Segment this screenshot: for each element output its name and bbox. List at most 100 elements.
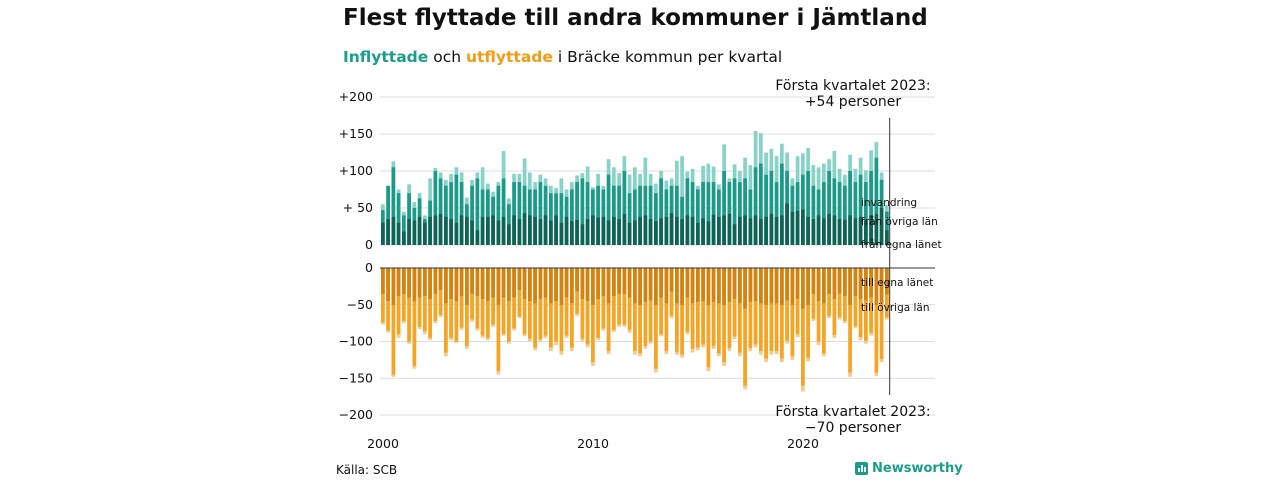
bar-fran-egna-lanet [669, 213, 674, 245]
bar-fran-egna-lanet [732, 224, 737, 245]
bar-till-ovriga-lan [512, 268, 516, 329]
bar-fran-egna-lanet [837, 219, 842, 245]
bar-till-egna-lanet [417, 268, 422, 298]
series-label-in: invandring [861, 197, 917, 209]
bar-till-ovriga-lan [879, 268, 884, 360]
bar-till-egna-lanet [780, 268, 784, 305]
bar-fran-egna-lanet [738, 216, 742, 245]
bar-till-egna-lanet [486, 268, 490, 302]
bar-fran-ovriga-lan [743, 178, 747, 245]
bar-till-ovriga-lan [790, 268, 795, 357]
bar-fran-egna-lanet [795, 210, 800, 245]
bar-till-ovriga-lan [696, 268, 700, 348]
bar-fran-egna-lanet [596, 217, 600, 245]
bar-till-ovriga-lan [675, 268, 679, 352]
bar-fran-egna-lanet [790, 211, 795, 245]
bar-till-egna-lanet [848, 268, 852, 305]
bar-fran-egna-lanet [386, 219, 390, 245]
bar-fran-ovriga-lan [606, 174, 611, 245]
y-tick-label: −100 [339, 334, 373, 349]
bar-fran-egna-lanet [486, 216, 490, 245]
bar-till-egna-lanet [627, 268, 632, 298]
bar-fran-egna-lanet [554, 215, 558, 245]
bar-fran-egna-lanet [774, 216, 779, 245]
bar-fran-ovriga-lan [496, 185, 501, 245]
bar-fran-egna-lanet [528, 215, 532, 245]
bar-fran-egna-lanet [622, 213, 627, 245]
bar-till-egna-lanet [685, 268, 690, 298]
bar-till-egna-lanet [722, 268, 726, 305]
bar-fran-ovriga-lan [780, 163, 784, 245]
bar-till-egna-lanet [543, 268, 548, 298]
bar-fran-egna-lanet [480, 216, 485, 245]
bar-fran-egna-lanet [591, 215, 595, 245]
bar-fran-ovriga-lan [386, 185, 390, 245]
bar-till-egna-lanet [564, 268, 569, 298]
bar-fran-ovriga-lan [701, 182, 705, 245]
bar-fran-egna-lanet [444, 216, 448, 245]
bar-till-egna-lanet [391, 268, 396, 305]
bar-till-ovriga-lan [627, 268, 632, 330]
bar-fran-egna-lanet [412, 220, 417, 245]
bar-till-egna-lanet [669, 268, 674, 292]
bar-till-ovriga-lan [480, 268, 485, 336]
bar-fran-egna-lanet [585, 219, 590, 245]
bar-till-egna-lanet [596, 268, 600, 299]
bar-fran-egna-lanet [407, 219, 411, 245]
annotation-top-line1: Första kvartalet 2023: [775, 78, 930, 94]
bar-fran-ovriga-lan [858, 174, 863, 245]
bar-fran-egna-lanet [617, 219, 621, 245]
bar-till-egna-lanet [612, 268, 616, 296]
bar-till-egna-lanet [423, 268, 427, 296]
bar-fran-egna-lanet [848, 215, 852, 245]
bar-till-ovriga-lan [596, 268, 600, 338]
y-tick-label: +200 [339, 89, 373, 104]
bar-fran-ovriga-lan [648, 185, 653, 245]
bar-fran-ovriga-lan [444, 185, 448, 245]
bar-till-ovriga-lan [517, 268, 522, 317]
bar-till-egna-lanet [858, 268, 863, 299]
x-tick-label: 2010 [577, 436, 609, 451]
bar-till-ovriga-lan [832, 268, 837, 335]
bar-till-egna-lanet [470, 268, 474, 294]
bar-till-egna-lanet [407, 268, 411, 298]
bar-fran-egna-lanet [522, 213, 527, 245]
bar-till-ovriga-lan [407, 268, 411, 342]
bar-till-ovriga-lan [874, 268, 879, 373]
bar-fran-egna-lanet [627, 222, 632, 245]
bar-till-ovriga-lan [617, 268, 621, 325]
bar-till-egna-lanet [444, 268, 448, 304]
chart-subtitle: Inflyttade och utflyttade i Bräcke kommu… [343, 48, 782, 66]
bar-till-egna-lanet [822, 268, 826, 304]
bar-fran-egna-lanet [780, 215, 784, 245]
bar-till-egna-lanet [785, 268, 789, 301]
bar-till-egna-lanet [433, 268, 438, 294]
bar-fran-egna-lanet [501, 216, 506, 245]
bar-fran-egna-lanet [449, 219, 453, 245]
bar-till-ovriga-lan [780, 268, 784, 359]
bar-fran-egna-lanet [759, 219, 763, 245]
bar-fran-egna-lanet [659, 218, 663, 245]
bar-till-ovriga-lan [585, 268, 590, 345]
bar-fran-ovriga-lan [696, 189, 700, 245]
bar-fran-egna-lanet [858, 216, 863, 245]
bar-fran-ovriga-lan [806, 171, 810, 245]
bar-fran-egna-lanet [402, 231, 406, 245]
bar-fran-ovriga-lan [549, 193, 553, 245]
bar-till-ovriga-lan [601, 268, 606, 329]
bar-fran-egna-lanet [491, 215, 495, 245]
subtitle-part: och [428, 48, 466, 66]
bar-till-ovriga-lan [507, 268, 511, 342]
bar-till-egna-lanet [585, 268, 590, 302]
bar-till-egna-lanet [554, 268, 558, 302]
bar-fran-ovriga-lan [874, 157, 879, 245]
bar-fran-ovriga-lan [659, 178, 663, 245]
bar-till-egna-lanet [538, 268, 543, 299]
bar-fran-ovriga-lan [622, 171, 627, 245]
bar-fran-ovriga-lan [848, 171, 852, 245]
bar-fran-egna-lanet [543, 215, 548, 245]
bar-fran-egna-lanet [643, 215, 648, 245]
bar-till-egna-lanet [412, 268, 417, 302]
bar-till-egna-lanet [659, 268, 663, 298]
source-note: Källa: SCB [336, 463, 398, 477]
